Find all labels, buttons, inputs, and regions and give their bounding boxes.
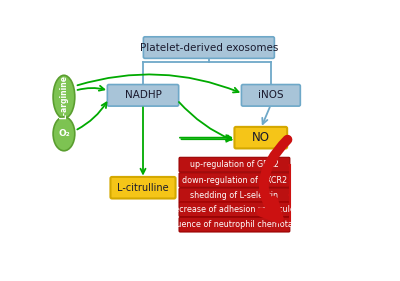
FancyBboxPatch shape <box>179 202 290 217</box>
FancyBboxPatch shape <box>234 127 287 148</box>
FancyBboxPatch shape <box>179 217 290 232</box>
Text: L-arginine: L-arginine <box>60 75 68 119</box>
Text: decrease of adhesion molecules: decrease of adhesion molecules <box>170 205 300 214</box>
Text: down-regulation of CXCR2: down-regulation of CXCR2 <box>182 176 287 185</box>
Text: Platelet-derived exosomes: Platelet-derived exosomes <box>140 43 278 53</box>
Ellipse shape <box>53 75 75 118</box>
Text: up-regulation of GRK2: up-regulation of GRK2 <box>190 160 279 169</box>
Text: iNOS: iNOS <box>258 90 284 100</box>
Text: NO: NO <box>252 131 270 144</box>
FancyBboxPatch shape <box>110 177 176 198</box>
FancyBboxPatch shape <box>242 85 300 106</box>
Text: NADHP: NADHP <box>124 90 162 100</box>
FancyBboxPatch shape <box>143 37 274 58</box>
FancyBboxPatch shape <box>179 188 290 203</box>
Text: L-citrulline: L-citrulline <box>117 183 169 193</box>
Text: influence of neutrophil chemotaxis: influence of neutrophil chemotaxis <box>164 220 304 229</box>
Ellipse shape <box>53 117 75 151</box>
FancyBboxPatch shape <box>179 173 290 187</box>
Text: shedding of L-selectin: shedding of L-selectin <box>190 191 278 200</box>
Text: O₂: O₂ <box>58 129 70 138</box>
FancyBboxPatch shape <box>179 157 290 172</box>
FancyBboxPatch shape <box>107 85 179 106</box>
